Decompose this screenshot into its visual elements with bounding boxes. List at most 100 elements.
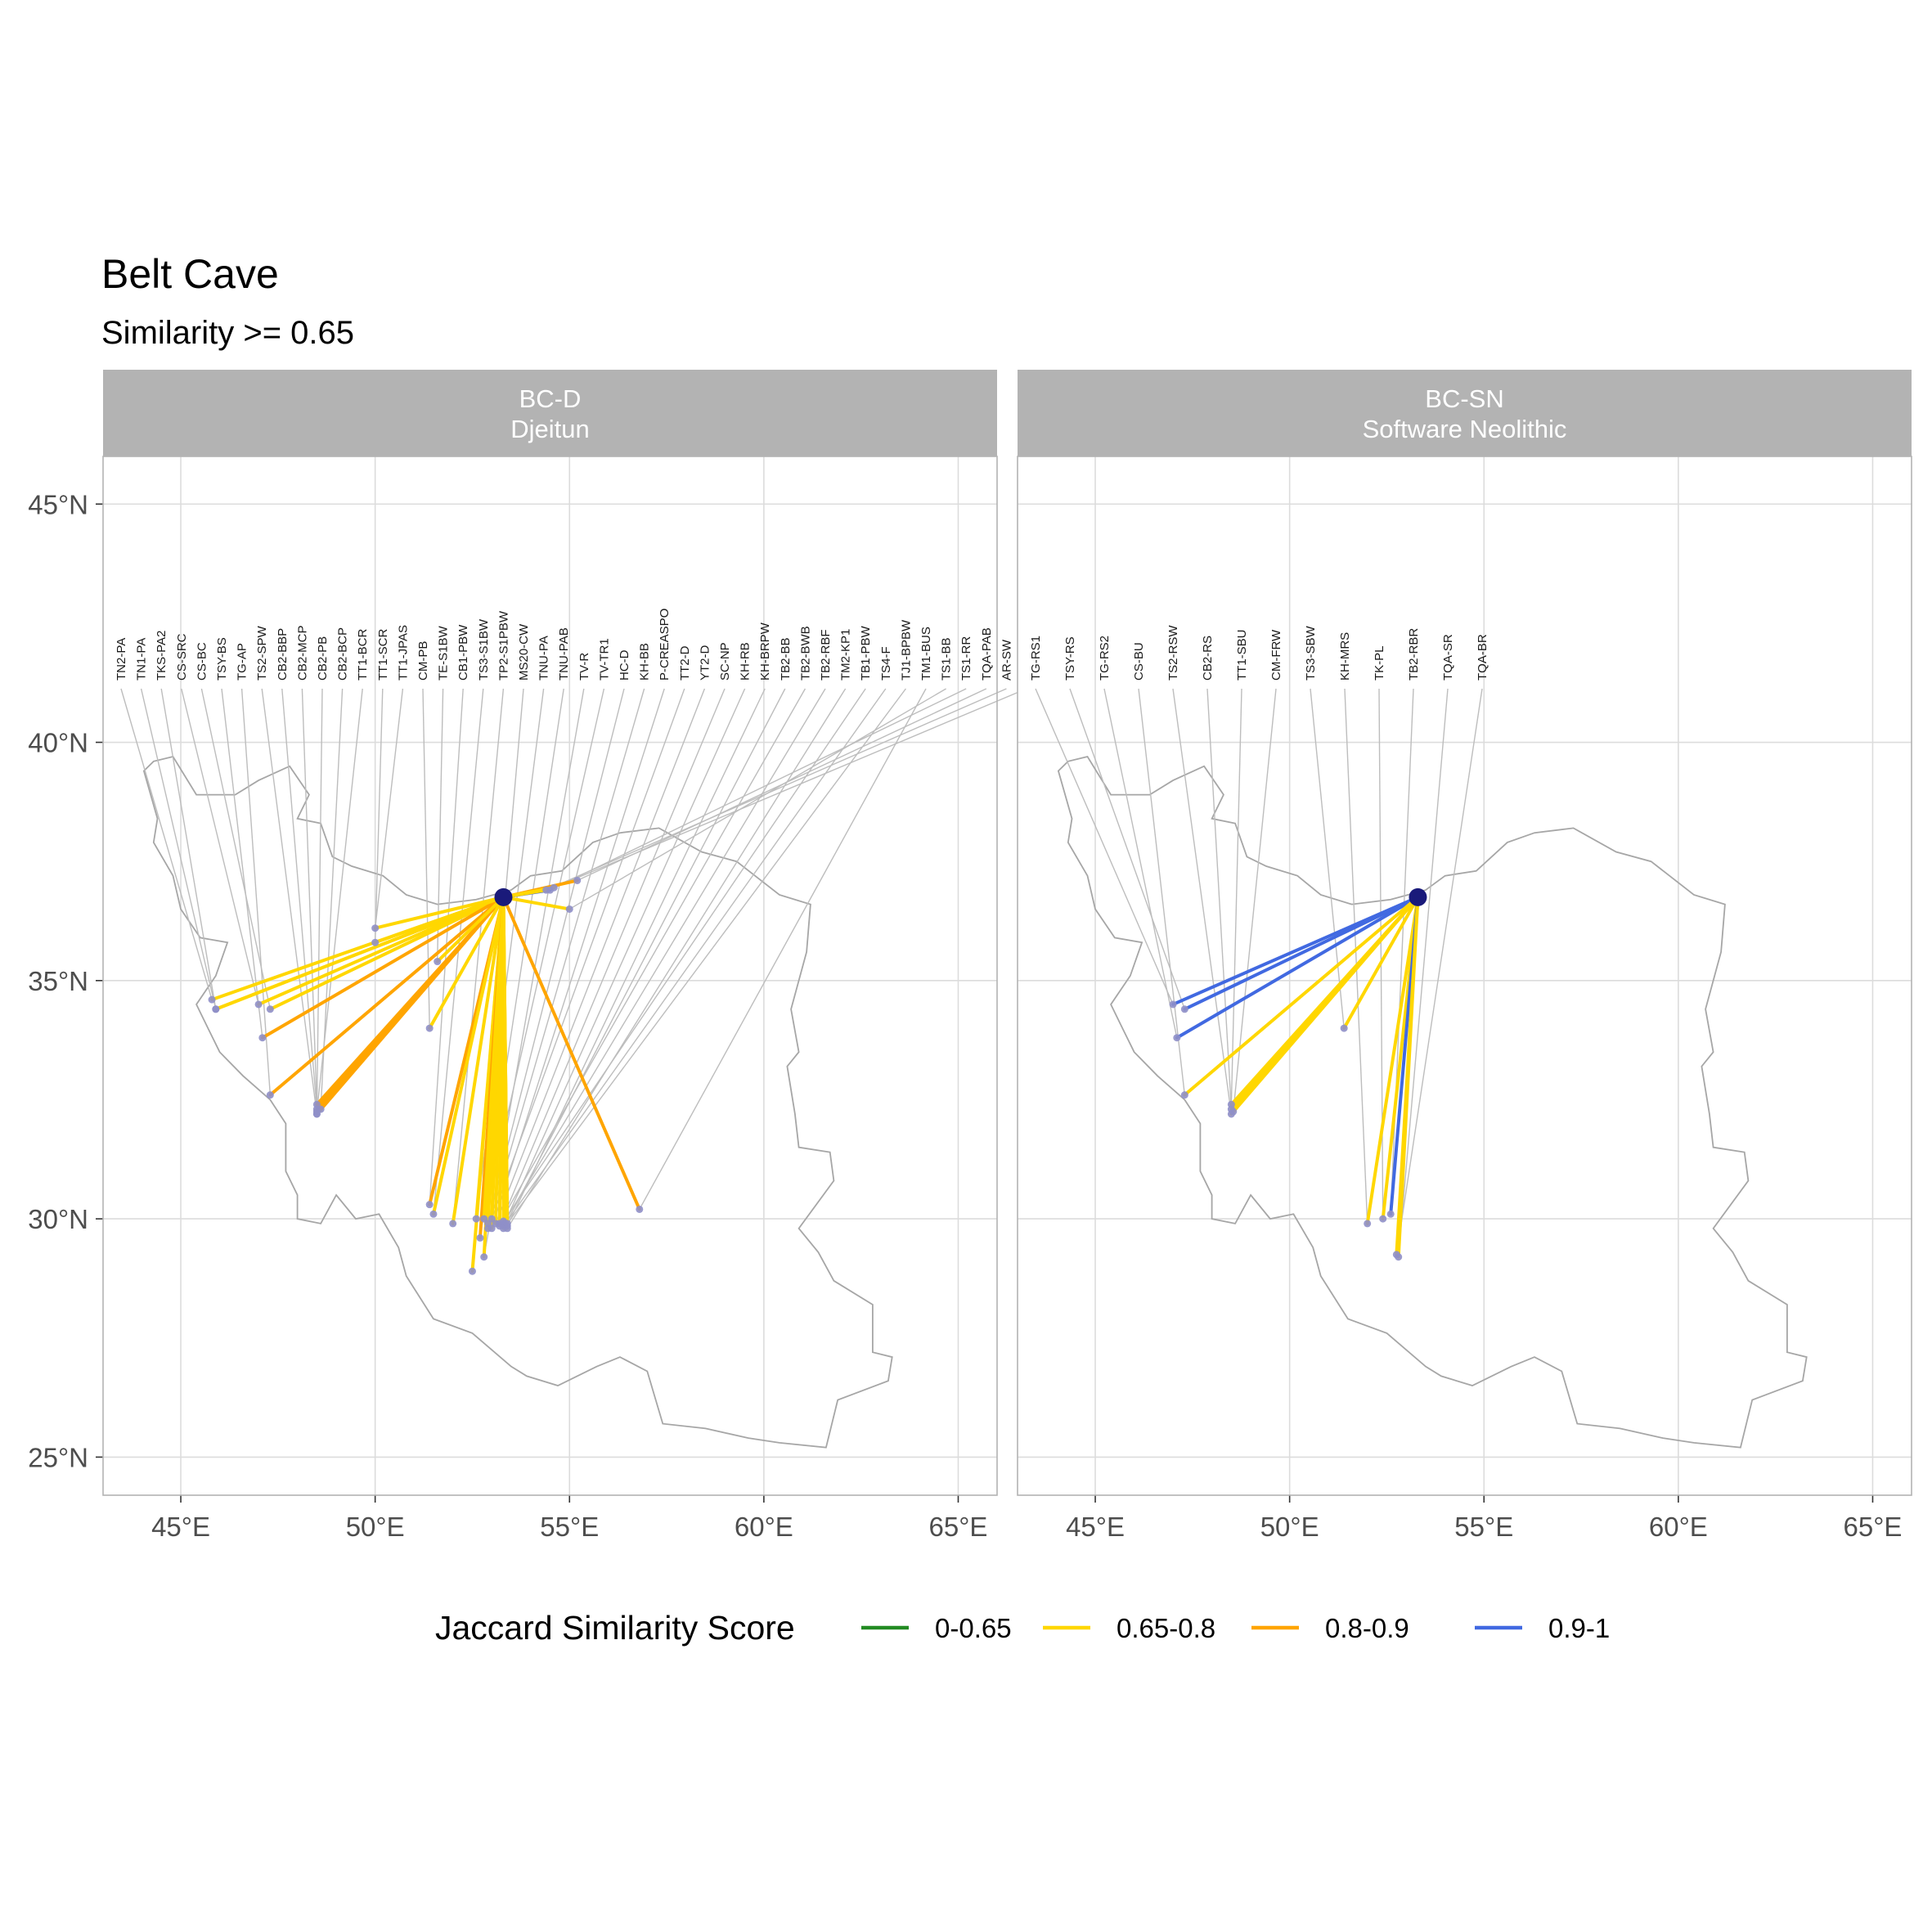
site-leader-line — [502, 688, 866, 1222]
similarity-line — [501, 895, 572, 911]
facet-strip — [103, 370, 997, 456]
site-label: TS3-SBW — [1304, 625, 1318, 681]
site-leader-line — [452, 688, 505, 1224]
site-label: TT2-D — [678, 645, 692, 681]
site-label: TM2-KP1 — [839, 629, 853, 681]
site-point — [208, 995, 216, 1004]
site-leader-line — [499, 688, 726, 1227]
x-tick-label: 55°E — [1454, 1512, 1513, 1542]
similarity-line — [1183, 895, 1420, 1097]
similarity-line — [1342, 895, 1420, 1031]
site-point — [258, 1034, 267, 1042]
site-point — [1173, 1034, 1181, 1042]
site-label: TNU-PAB — [557, 627, 571, 681]
site-leader-line — [487, 688, 645, 1229]
site-leader-line — [240, 688, 272, 1095]
facet-strip — [1018, 370, 1912, 456]
site-label: TG-AP — [236, 643, 249, 681]
site-leader-line — [1206, 688, 1233, 1110]
site-label: MS20-CW — [517, 623, 531, 681]
site-leader-line — [550, 688, 967, 891]
facet-strip-title: BC-SN — [1425, 384, 1503, 413]
site-label: TB2-BB — [779, 637, 793, 681]
site-leader-line — [374, 688, 384, 943]
chart-title: Belt Cave — [101, 251, 279, 297]
y-tick-label: 40°N — [28, 728, 88, 758]
y-tick-label: 35°N — [28, 966, 88, 996]
site-point — [425, 1024, 434, 1032]
site-leader-line — [502, 688, 826, 1224]
site-point — [468, 1267, 476, 1275]
site-leader-line — [506, 688, 847, 1229]
similarity-line — [373, 895, 505, 945]
x-tick-label: 65°E — [1844, 1512, 1903, 1542]
site-leader-line — [1398, 688, 1449, 1257]
site-label: TNU-PA — [537, 636, 551, 681]
site-leader-line — [1395, 688, 1483, 1255]
site-label: TE-S1BW — [437, 625, 451, 681]
site-leader-line — [553, 688, 1027, 888]
site-leader-line — [281, 688, 318, 1110]
site-leader-line — [1035, 688, 1174, 1005]
similarity-line — [451, 895, 505, 1225]
site-leader-line — [120, 688, 213, 1000]
site-label: TB1-PBW — [859, 625, 873, 681]
site-point — [254, 1000, 263, 1009]
y-tick-label: 25°N — [28, 1442, 88, 1472]
site-point — [565, 905, 573, 913]
site-leader-line — [502, 688, 786, 1229]
site-leader-line — [316, 688, 323, 1114]
origin-point-belt-cave — [494, 887, 513, 906]
site-label: TQA-PAB — [980, 627, 994, 681]
site-label: TS3-S1BW — [477, 618, 491, 681]
similarity-line — [268, 895, 505, 1097]
site-label: TN2-PA — [115, 638, 128, 681]
site-leader-line — [1230, 688, 1242, 1105]
iran-outline — [1057, 755, 1808, 1449]
facet-strip-subtitle: Software Neolithic — [1363, 415, 1567, 443]
site-leader-line — [422, 688, 430, 1029]
site-label: TG-RS1 — [1029, 636, 1043, 681]
site-leader-line — [546, 688, 1007, 891]
site-leader-line — [1138, 688, 1186, 1095]
y-tick-label: 45°N — [28, 489, 88, 519]
x-tick-label: 60°E — [1649, 1512, 1708, 1542]
site-label: KH-BB — [638, 643, 652, 681]
site-point — [550, 883, 558, 892]
site-leader-line — [502, 688, 746, 1227]
panel-border — [102, 456, 998, 1496]
site-point — [1379, 1215, 1387, 1223]
facet-strip-subtitle: Djeitun — [510, 415, 590, 443]
site-label: CS-BU — [1132, 642, 1146, 681]
site-leader-line — [1069, 688, 1186, 1010]
site-label: TQA-BR — [1476, 634, 1489, 681]
similarity-line — [431, 895, 505, 1216]
site-label: CB2-BCP — [336, 627, 350, 681]
similarity-line — [1231, 895, 1420, 1114]
site-label: CB2-RS — [1201, 636, 1215, 681]
site-leader-line — [491, 688, 685, 1220]
site-label: TK-PL — [1373, 645, 1386, 681]
similarity-line — [268, 895, 505, 1011]
site-label: TT1-BCR — [356, 629, 370, 681]
site-point — [371, 938, 380, 946]
site-label: CM-FRW — [1269, 629, 1283, 681]
site-label: TT1-SBU — [1235, 629, 1249, 681]
site-label: TB2-BWB — [798, 626, 812, 681]
site-point — [636, 1205, 644, 1213]
site-label: TT1-SCR — [376, 629, 390, 681]
site-label: TKS-PA2 — [155, 631, 168, 681]
x-tick-label: 50°E — [346, 1512, 405, 1542]
site-label: CB2-PB — [316, 636, 330, 681]
site-point — [573, 876, 582, 884]
similarity-line — [213, 895, 505, 1011]
site-leader-line — [160, 688, 217, 1009]
site-label: KH-MRS — [1338, 632, 1352, 681]
site-point — [266, 1091, 274, 1099]
site-label: CS-BC — [195, 642, 209, 681]
legend-label: 0-0.65 — [935, 1613, 1012, 1643]
site-point — [1227, 1100, 1235, 1108]
x-tick-label: 60°E — [735, 1512, 793, 1542]
x-tick-label: 50°E — [1260, 1512, 1319, 1542]
legend-label: 0.8-0.9 — [1325, 1613, 1409, 1643]
